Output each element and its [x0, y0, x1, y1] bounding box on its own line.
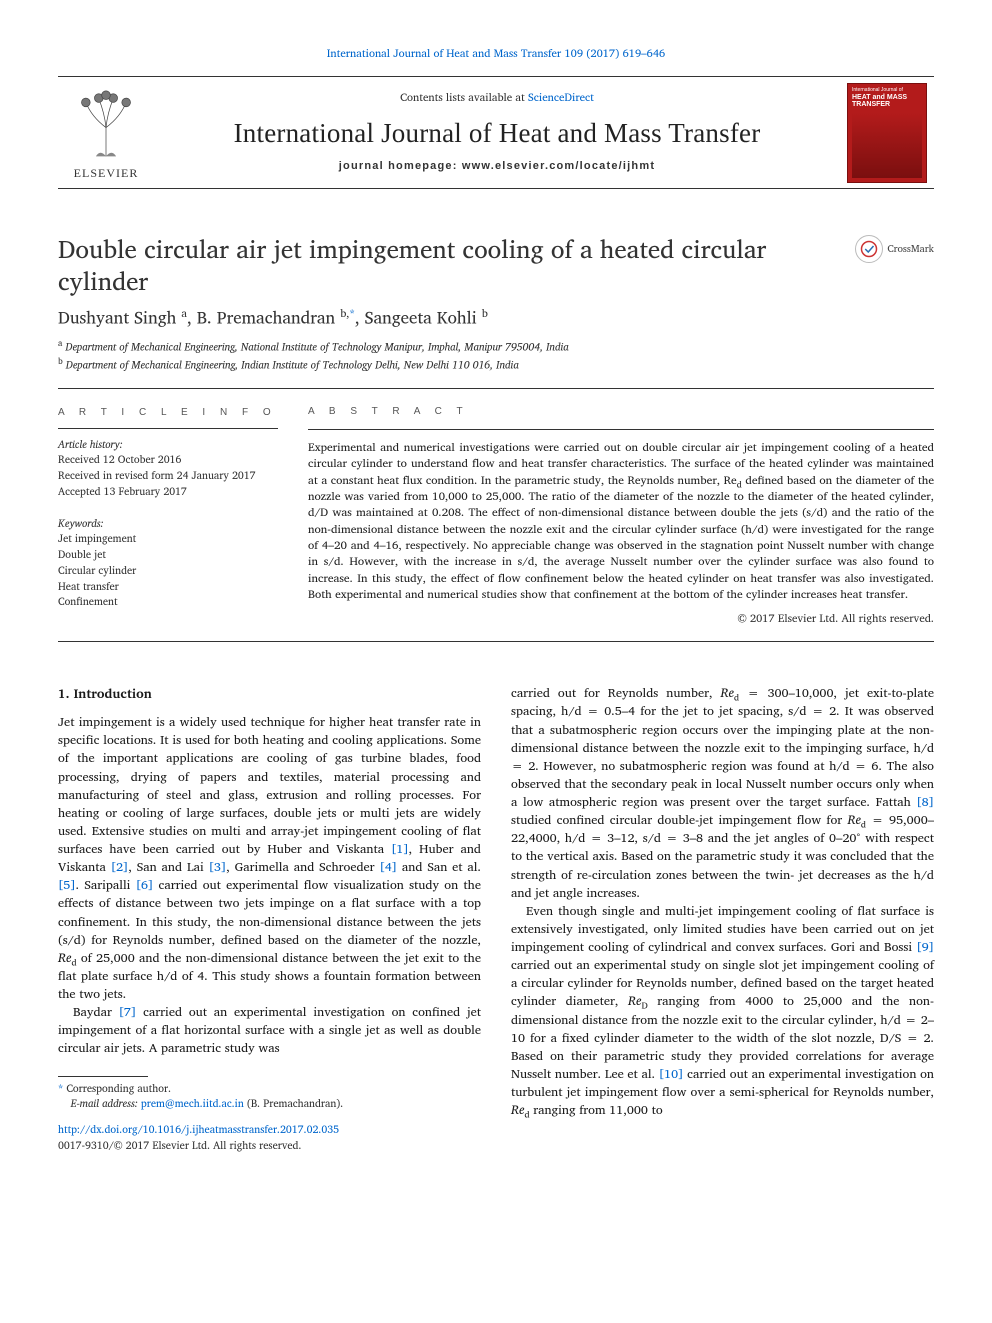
masthead: ELSEVIER Contents lists available at Sci…	[58, 76, 934, 189]
abstract-text: Experimental and numerical investigation…	[308, 440, 934, 603]
keyword-lines: Jet impingementDouble jetCircular cylind…	[58, 531, 278, 610]
abstract-column: A B S T R A C T Experimental and numeric…	[308, 405, 934, 628]
elsevier-tree-icon	[67, 85, 145, 163]
article-info-column: A R T I C L E I N F O Article history: R…	[58, 405, 278, 628]
article-title: Double circular air jet impingement cool…	[58, 233, 843, 296]
section-1-head: 1. Introduction	[58, 684, 481, 703]
body-columns: 1. Introduction Jet impingement is a wid…	[58, 684, 934, 1153]
abstract-head: A B S T R A C T	[308, 405, 934, 420]
doi-block: http://dx.doi.org/10.1016/j.ijheatmasstr…	[58, 1122, 481, 1154]
top-citation-link[interactable]: International Journal of Heat and Mass T…	[327, 44, 665, 62]
top-citation: International Journal of Heat and Mass T…	[58, 46, 934, 62]
sciencedirect-link[interactable]: ScienceDirect	[528, 88, 594, 106]
publisher-logo-block: ELSEVIER	[58, 81, 154, 184]
contents-line: Contents lists available at ScienceDirec…	[170, 90, 824, 106]
footnotes: * Corresponding author. E-mail address: …	[58, 1081, 481, 1113]
abstract-copyright: © 2017 Elsevier Ltd. All rights reserved…	[308, 611, 934, 627]
crossmark-icon	[855, 235, 883, 263]
rule-top	[58, 388, 934, 389]
journal-name: International Journal of Heat and Mass T…	[170, 114, 824, 153]
intro-p3: carried out for Reynolds number, Red = 3…	[511, 684, 934, 902]
article-history: Article history: Received 12 October 201…	[58, 437, 278, 500]
intro-p1: Jet impingement is a widely used techniq…	[58, 713, 481, 1003]
journal-cover-thumb: International Journal of HEAT and MASS T…	[847, 83, 927, 183]
footnote-rule	[58, 1076, 148, 1077]
affiliations: a Department of Mechanical Engineering, …	[58, 337, 934, 374]
authors: Dushyant Singh a, B. Premachandran b,*, …	[58, 306, 934, 331]
corr-email-link[interactable]: prem@mech.iitd.ac.in	[141, 1094, 244, 1112]
rule-abstract-bottom	[58, 641, 934, 642]
article-info-head: A R T I C L E I N F O	[58, 405, 278, 420]
intro-p2: Baydar [7] carried out an experimental i…	[58, 1003, 481, 1057]
publisher-name: ELSEVIER	[74, 165, 139, 182]
crossmark-badge[interactable]: CrossMark	[855, 235, 934, 263]
keywords-block: Keywords: Jet impingementDouble jetCircu…	[58, 516, 278, 611]
history-lines: Received 12 October 2016Received in revi…	[58, 452, 278, 499]
journal-homepage: journal homepage: www.elsevier.com/locat…	[170, 159, 824, 175]
intro-p4: Even though single and multi-jet impinge…	[511, 902, 934, 1120]
